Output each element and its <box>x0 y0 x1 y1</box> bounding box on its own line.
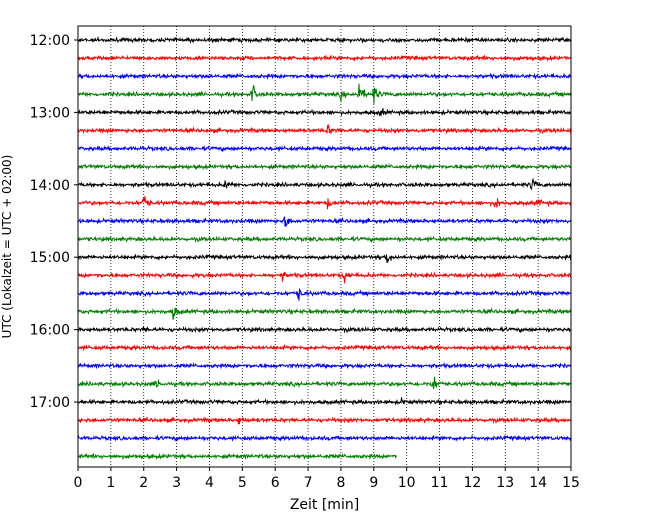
x-axis-ticks: 0 1 2 3 4 5 6 7 8 9 10 11 12 13 14 15 <box>74 467 580 491</box>
x-tick-label: 13 <box>496 475 514 491</box>
trace-1730 <box>77 434 572 442</box>
x-tick-label: 4 <box>205 475 214 491</box>
trace-1645 <box>77 376 572 390</box>
x-tick-label: 6 <box>271 475 280 491</box>
y-tick-label: 13:00 <box>30 105 70 121</box>
trace-1345 <box>77 163 572 171</box>
y-tick-label: 12:00 <box>30 33 70 49</box>
plot-frame <box>77 25 572 468</box>
x-tick-label: 5 <box>238 475 247 491</box>
trace-1330 <box>78 144 572 153</box>
trace-1245 <box>77 83 572 104</box>
trace-1745 <box>77 452 397 461</box>
x-tick-label: 7 <box>304 475 313 491</box>
y-axis-label: UTC (Lokalzeit = UTC + 02:00) <box>0 155 14 339</box>
x-tick-label: 11 <box>431 475 449 491</box>
trace-1215 <box>77 54 572 62</box>
x-tick-label: 3 <box>172 475 181 491</box>
x-tick-label: 14 <box>529 475 547 491</box>
x-tick-label: 8 <box>336 475 345 491</box>
trace-1600 <box>77 325 572 334</box>
trace-1200 <box>77 35 572 44</box>
trace-1400 <box>77 177 572 191</box>
y-tick-label: 17:00 <box>30 395 70 411</box>
x-tick-label: 15 <box>562 475 580 491</box>
trace-1715 <box>77 415 572 425</box>
y-tick-label: 15:00 <box>30 250 70 266</box>
x-tick-label: 1 <box>106 475 115 491</box>
trace-1430 <box>77 216 572 227</box>
x-tick-label: 0 <box>74 475 83 491</box>
x-tick-label: 10 <box>398 475 416 491</box>
trace-1415 <box>77 195 572 210</box>
y-tick-label: 14:00 <box>30 178 70 194</box>
x-tick-label: 9 <box>369 475 378 491</box>
y-axis-ticks: 12:00 13:00 14:00 15:00 16:00 17:00 <box>30 33 78 411</box>
x-tick-label: 12 <box>463 475 481 491</box>
trace-1500 <box>77 253 572 263</box>
trace-1615 <box>77 344 572 352</box>
trace-1300 <box>77 108 572 117</box>
x-axis-label: Zeit [min] <box>290 497 359 513</box>
trace-1515 <box>77 271 572 284</box>
trace-1700 <box>77 397 571 407</box>
trace-1630 <box>77 362 572 370</box>
trace-1315 <box>77 123 572 135</box>
trace-1545 <box>77 307 572 320</box>
y-tick-label: 16:00 <box>30 323 70 339</box>
trace-1530 <box>77 288 572 301</box>
trace-1230 <box>77 72 572 80</box>
seismic-traces <box>77 35 572 461</box>
trace-1445 <box>77 235 572 244</box>
x-tick-label: 2 <box>139 475 148 491</box>
